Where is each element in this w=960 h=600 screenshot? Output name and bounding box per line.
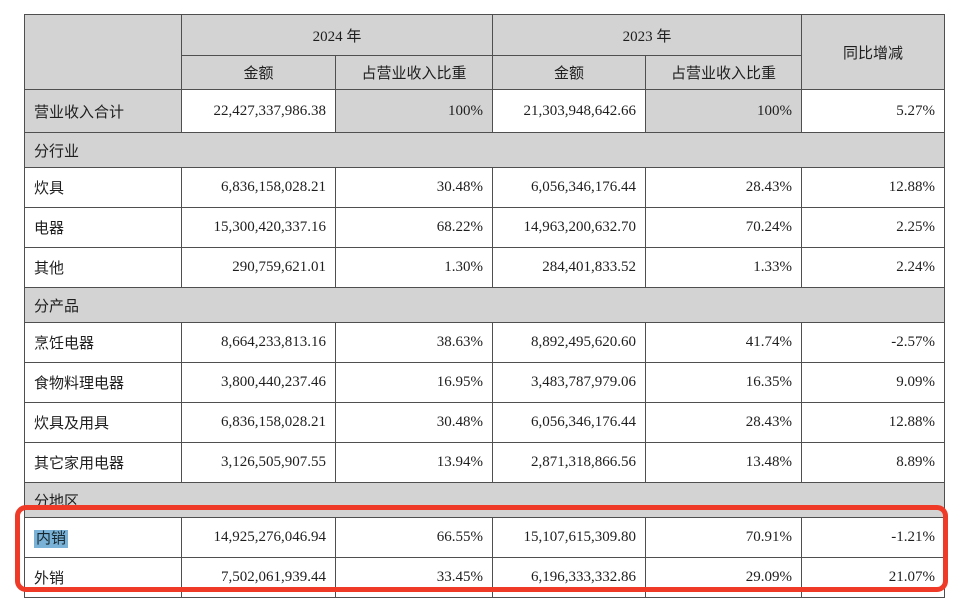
cell-amount-2023: 14,963,200,632.70 bbox=[492, 207, 647, 248]
selected-text: 内销 bbox=[34, 530, 69, 548]
cell-amount-2023: 15,107,615,309.80 bbox=[492, 517, 647, 558]
cell-amount-2024: 8,664,233,813.16 bbox=[181, 322, 336, 363]
cell-yoy: 12.88% bbox=[801, 167, 946, 208]
table-row: 外销 7,502,061,939.44 33.45% 6,196,333,332.86… bbox=[24, 557, 946, 598]
cell-label: 内销 bbox=[24, 517, 182, 558]
cell-amount-2023: 284,401,833.52 bbox=[492, 247, 647, 288]
cell-amount-2024: 7,502,061,939.44 bbox=[181, 557, 336, 598]
cell-ratio-2023: 41.74% bbox=[645, 322, 803, 363]
cell-label: 炊具 bbox=[24, 167, 182, 208]
cell-amount-2024: 3,800,440,237.46 bbox=[181, 362, 336, 403]
cell-amount-2023: 6,196,333,332.86 bbox=[492, 557, 647, 598]
cell-amount-2023: 3,483,787,979.06 bbox=[492, 362, 647, 403]
table-row: 营业收入合计 22,427,337,986.38 100% 21,303,948,64… bbox=[24, 89, 946, 133]
table-body: 营业收入合计 22,427,337,986.38 100% 21,303,948,64… bbox=[23, 89, 946, 598]
cell-label: 外销 bbox=[24, 557, 182, 598]
cell-yoy: 2.24% bbox=[801, 247, 946, 288]
cell-ratio-2024: 13.94% bbox=[334, 442, 494, 483]
cell-ratio-2024: 1.30% bbox=[334, 247, 494, 288]
cell-yoy: 21.07% bbox=[801, 557, 946, 598]
cell-label: 其他 bbox=[24, 247, 182, 288]
cell-ratio-2024: 30.48% bbox=[334, 167, 494, 208]
cell-amount-2023: 2,871,318,866.56 bbox=[492, 442, 647, 483]
cell-amount-2024: 290,759,621.01 bbox=[181, 247, 336, 288]
cell-amount-2024: 22,427,337,986.38 bbox=[181, 89, 336, 133]
cell-ratio-2023: 13.48% bbox=[645, 442, 803, 483]
table-row: 烹饪电器 8,664,233,813.16 38.63% 8,892,495,620.… bbox=[24, 322, 946, 363]
cell-ratio-2024: 100% bbox=[334, 89, 494, 133]
revenue-breakdown-table: 2024 年 2023 年 同比增减 金额 占营业收入比重 金额 占营业收入比重… bbox=[23, 14, 946, 598]
cell-yoy: -2.57% bbox=[801, 322, 946, 363]
table-header: 2024 年 2023 年 同比增减 金额 占营业收入比重 金额 占营业收入比重 bbox=[24, 14, 946, 90]
cell-amount-2023: 8,892,495,620.60 bbox=[492, 322, 647, 363]
section-row: 分产品 bbox=[23, 287, 946, 323]
cell-yoy: 8.89% bbox=[801, 442, 946, 483]
table-row: 电器 15,300,420,337.16 68.22% 14,963,200,632.… bbox=[24, 207, 946, 248]
table-row: 其它家用电器 3,126,505,907.55 13.94% 2,871,318,86… bbox=[24, 442, 946, 483]
cell-amount-2024: 6,836,158,028.21 bbox=[181, 402, 336, 443]
section-label: 分地区 bbox=[23, 482, 946, 518]
ratio-2023-header: 占营业收入比重 bbox=[645, 55, 803, 90]
cell-yoy: 2.25% bbox=[801, 207, 946, 248]
header-row-groups: 2024 年 2023 年 同比增减 bbox=[24, 14, 946, 90]
table-row: 内销 14,925,276,046.94 66.55% 15,107,615,309.… bbox=[24, 517, 946, 558]
table-row: 炊具 6,836,158,028.21 30.48% 6,056,346,176.44… bbox=[24, 167, 946, 208]
cell-ratio-2024: 30.48% bbox=[334, 402, 494, 443]
cell-amount-2023: 6,056,346,176.44 bbox=[492, 402, 647, 443]
ratio-2024-header: 占营业收入比重 bbox=[334, 55, 494, 90]
cell-ratio-2024: 33.45% bbox=[334, 557, 494, 598]
cell-ratio-2023: 1.33% bbox=[645, 247, 803, 288]
cell-ratio-2023: 70.91% bbox=[645, 517, 803, 558]
section-row: 分地区 bbox=[23, 482, 946, 518]
cell-ratio-2024: 16.95% bbox=[334, 362, 494, 403]
cell-amount-2024: 6,836,158,028.21 bbox=[181, 167, 336, 208]
cell-yoy: 9.09% bbox=[801, 362, 946, 403]
cell-ratio-2024: 68.22% bbox=[334, 207, 494, 248]
cell-amount-2023: 6,056,346,176.44 bbox=[492, 167, 647, 208]
amount-2023-header: 金额 bbox=[492, 55, 647, 90]
cell-ratio-2023: 28.43% bbox=[645, 402, 803, 443]
cell-yoy: 5.27% bbox=[801, 89, 946, 133]
cell-ratio-2024: 38.63% bbox=[334, 322, 494, 363]
cell-label: 电器 bbox=[24, 207, 182, 248]
yoy-header: 同比增减 bbox=[801, 14, 946, 90]
cell-label: 炊具及用具 bbox=[24, 402, 182, 443]
table-row: 食物料理电器 3,800,440,237.46 16.95% 3,483,787,97… bbox=[24, 362, 946, 403]
header-row-columns: 金额 占营业收入比重 金额 占营业收入比重 bbox=[25, 55, 945, 90]
cell-ratio-2024: 66.55% bbox=[334, 517, 494, 558]
cell-yoy: 12.88% bbox=[801, 402, 946, 443]
cell-amount-2024: 15,300,420,337.16 bbox=[181, 207, 336, 248]
year-2024-header: 2024 年 bbox=[180, 14, 494, 56]
cell-label: 其它家用电器 bbox=[24, 442, 182, 483]
cell-ratio-2023: 16.35% bbox=[645, 362, 803, 403]
corner-cell bbox=[24, 14, 182, 90]
section-label: 分行业 bbox=[23, 132, 946, 168]
cell-yoy: -1.21% bbox=[801, 517, 946, 558]
cell-label: 食物料理电器 bbox=[24, 362, 182, 403]
section-row: 分行业 bbox=[23, 132, 946, 168]
cell-ratio-2023: 29.09% bbox=[645, 557, 803, 598]
cell-label: 营业收入合计 bbox=[24, 89, 182, 133]
cell-label: 烹饪电器 bbox=[24, 322, 182, 363]
cell-amount-2024: 3,126,505,907.55 bbox=[181, 442, 336, 483]
cell-ratio-2023: 100% bbox=[645, 89, 803, 133]
year-2023-header: 2023 年 bbox=[492, 14, 803, 56]
cell-ratio-2023: 28.43% bbox=[645, 167, 803, 208]
cell-amount-2024: 14,925,276,046.94 bbox=[181, 517, 336, 558]
amount-2024-header: 金额 bbox=[181, 55, 336, 90]
table-row: 炊具及用具 6,836,158,028.21 30.48% 6,056,346,176… bbox=[24, 402, 946, 443]
section-label: 分产品 bbox=[23, 287, 946, 323]
cell-ratio-2023: 70.24% bbox=[645, 207, 803, 248]
cell-amount-2023: 21,303,948,642.66 bbox=[492, 89, 647, 133]
table-row: 其他 290,759,621.01 1.30% 284,401,833.52 1.33%… bbox=[24, 247, 946, 288]
